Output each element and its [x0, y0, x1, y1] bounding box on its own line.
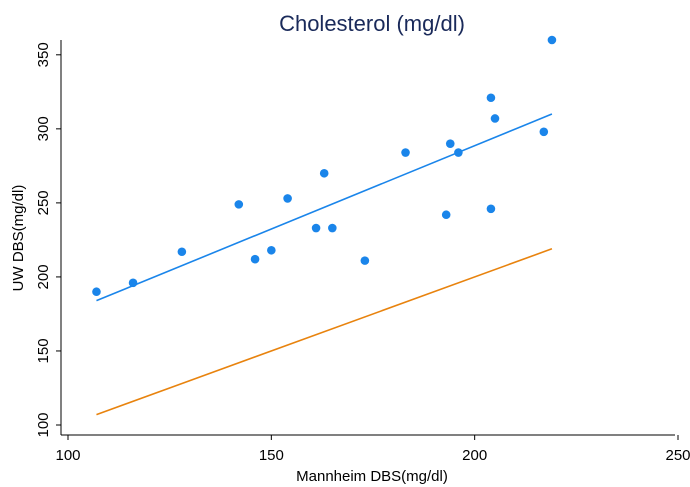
data-point [486, 204, 496, 214]
data-point [360, 256, 370, 265]
data-points [92, 35, 557, 297]
data-point [401, 148, 410, 157]
x-tick-label: 100 [55, 447, 80, 464]
fit-line-1 [96, 113, 553, 302]
data-point [539, 127, 549, 137]
data-point [328, 223, 337, 233]
x-tick-label: 200 [462, 447, 487, 464]
data-point [445, 139, 455, 148]
chart-title: Cholesterol (mg/dl) [279, 11, 465, 36]
y-tick-label: 200 [35, 264, 52, 289]
data-point [283, 194, 292, 203]
y-tick-label: 300 [35, 116, 52, 141]
y-axis-label: UW DBS(mg/dl) [10, 185, 27, 292]
data-point [486, 93, 496, 103]
data-point [454, 148, 463, 157]
data-point [234, 200, 244, 209]
data-point [128, 278, 138, 288]
data-point [311, 223, 321, 233]
x-tick-label: 150 [259, 447, 284, 464]
data-point [490, 114, 500, 123]
data-point [177, 247, 187, 257]
data-point [441, 210, 451, 220]
x-tick-label: 250 [665, 447, 690, 464]
x-axis-label: Mannheim DBS(mg/dl) [296, 468, 448, 485]
y-tick-label: 250 [35, 190, 52, 215]
data-point [547, 35, 557, 45]
data-point [267, 245, 276, 255]
y-tick-label: 350 [35, 42, 52, 67]
data-point [250, 254, 260, 264]
x-axis-ticks: 100 150 200 250 [55, 435, 690, 464]
y-axis-ticks: 100 150 200 250 300 350 [35, 42, 61, 438]
y-tick-label: 150 [35, 338, 52, 363]
fit-line-2 [96, 248, 553, 416]
y-tick-label: 100 [35, 412, 52, 437]
data-point [319, 168, 329, 178]
fit-lines [96, 113, 553, 416]
data-point [92, 287, 101, 297]
